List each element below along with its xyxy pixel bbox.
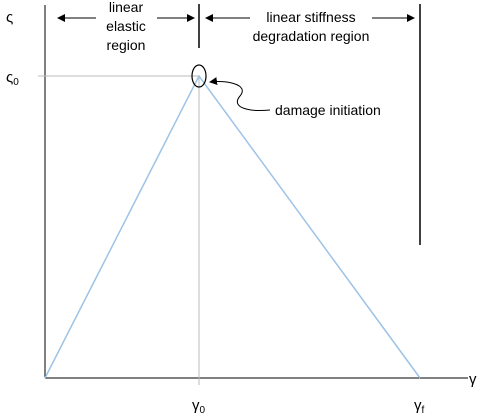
tick-subscript: 0: [200, 405, 206, 416]
tick-symbol: γ: [192, 397, 200, 414]
annotation-arrow: [209, 77, 271, 111]
y-axis-label: ς: [6, 9, 13, 26]
tick-symbol: γ: [414, 397, 422, 414]
region-label: region: [107, 37, 146, 53]
tick-subscript: f: [422, 405, 425, 416]
region-label: degradation region: [253, 28, 370, 44]
tick-symbol: ς: [6, 69, 13, 86]
tick-label: γf: [414, 397, 425, 416]
region-label: linear: [109, 0, 144, 15]
tick-subscript: 0: [13, 77, 19, 88]
traction-curve: [44, 74, 421, 379]
annotation: damage initiation: [275, 102, 381, 118]
tick-label: ς0: [6, 69, 19, 88]
region-label: elastic: [106, 18, 146, 34]
initiation-marker: [191, 64, 207, 88]
region-label: linear stiffness: [266, 9, 355, 25]
tick-label: γ0: [192, 397, 206, 416]
x-axis-label: γ: [469, 371, 477, 388]
